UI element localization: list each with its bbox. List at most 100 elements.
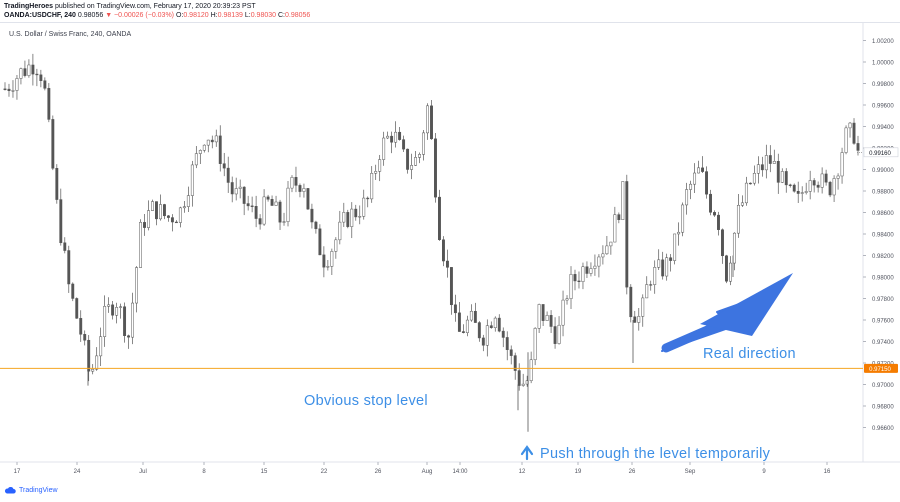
candle-body [95,355,99,370]
published-text: published on TradingView.com, February 1… [54,3,256,10]
candle-body [661,259,665,277]
candle-body [47,88,51,120]
candle-body [477,322,481,339]
publisher-name: TradingHeroes [4,3,54,10]
candle-body [800,192,804,194]
candle-body [83,334,87,341]
candle-body [135,267,138,304]
candle-body [19,68,23,79]
close-value: 0.98056 [284,12,311,19]
candle-body [43,80,47,89]
candle-body [342,212,346,223]
annotation-push-through: Push through the level temporarily [540,446,771,462]
y-tick-label: 0.97600 [872,319,894,325]
candle-body [382,137,386,160]
candle-body [856,143,860,151]
candle-body [115,307,119,316]
candle-body [350,208,354,227]
candle-body [673,233,677,261]
candle-body [748,182,752,185]
candle-body [721,229,724,257]
last-price-tag [863,147,899,158]
current-price: 0.98056 [77,12,104,19]
candle-body [410,165,414,170]
y-tick-label: 0.96600 [872,426,894,432]
candle-body [266,196,270,200]
candle-body [677,231,681,235]
candle-body [481,337,485,346]
candle-body [509,349,513,356]
candle-body [728,262,732,282]
candle-body [123,306,127,336]
footer-brand: TradingView [4,487,58,494]
candle-body [442,239,445,262]
candle-body [3,88,7,90]
candle-body [119,306,123,308]
candle-body [162,204,166,217]
candle-body [174,221,178,224]
candle-body [629,286,633,318]
candle-body [422,132,425,155]
candle-body [210,139,214,143]
price-chart[interactable]: 1.002001.000000.998000.996000.994000.992… [0,23,900,483]
candle-body [354,208,358,218]
candle-body [87,339,91,372]
y-tick-label: 0.99600 [872,104,894,110]
candle-body [11,90,15,92]
candle-body [107,304,111,307]
candle-body [776,161,780,183]
candle-body [7,88,11,91]
candle-body [178,207,182,223]
candle-body [147,210,150,228]
candle-body [366,197,370,200]
candle-body [358,216,362,218]
candle-body [637,316,641,323]
high-value: 0.98139 [217,12,243,19]
candle-body [565,298,569,301]
candle-body [298,185,302,192]
candle-body [844,127,848,153]
candle-body [111,304,115,316]
open-value: 0.98120 [183,12,209,19]
y-tick-label: 0.97800 [872,297,894,303]
candle-body [414,157,418,166]
close-label: C: [277,12,285,19]
candle-body [378,159,382,172]
candle-body [461,331,465,333]
y-tick-label: 0.98600 [872,211,894,217]
candle-body [170,217,174,223]
x-tick-label: Aug [422,469,433,475]
candle-body [218,135,222,164]
candle-body [577,280,581,282]
y-tick-label: 0.97400 [872,340,894,346]
candle-body [55,168,59,200]
candle-body [214,135,218,143]
candle-body [194,153,198,166]
candle-body [820,173,824,188]
candle-body [282,221,286,223]
candle-body [453,304,457,314]
candle-body [286,187,290,222]
x-tick-label: 8 [202,469,206,475]
candle-body [593,265,597,269]
candle-body [569,274,573,299]
candle-body [322,254,326,268]
candle-body [198,150,202,154]
candle-body [274,201,278,206]
candle-body [541,304,545,321]
candle-body [713,212,716,216]
candle-body [398,131,402,140]
candle-body [717,214,720,230]
header-divider [0,22,900,23]
candle-body [744,182,748,204]
candle-body [370,172,374,200]
candle-body [426,105,429,134]
open-label: O: [175,12,184,19]
stop-level-price-label: 0.97150 [869,367,891,373]
candle-body [633,316,637,323]
candle-body [326,266,330,268]
candle-body [242,186,246,204]
y-tick-label: 0.96800 [872,405,894,411]
symbol-label: OANDA:USDCHF, 240 [4,12,76,19]
candle-body [697,167,701,174]
